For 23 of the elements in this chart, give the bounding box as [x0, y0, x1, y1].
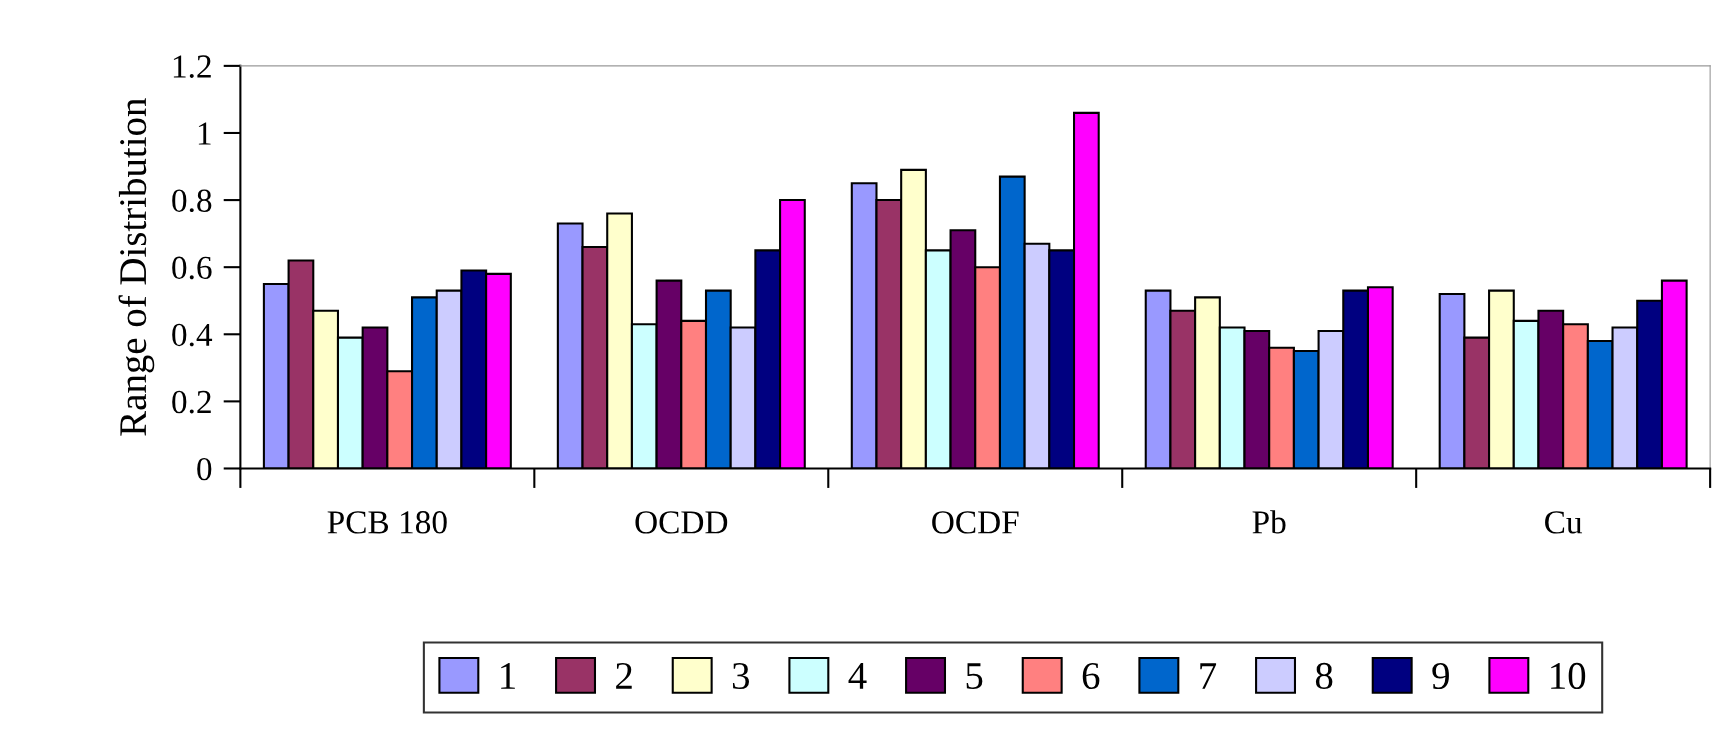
y-tick-label: 0.2: [172, 390, 211, 414]
legend-label: 10: [1551, 662, 1586, 690]
y-tick-label: 0: [197, 457, 212, 481]
legend-label: 4: [848, 663, 867, 689]
legend-label: 5: [966, 663, 983, 690]
y-tick-label: 1: [198, 122, 211, 145]
y-axis-title: Range of Distribution: [118, 98, 155, 436]
x-tick-label: PCB 180: [327, 511, 447, 534]
legend-label: 3: [732, 662, 750, 690]
x-tick-label: Cu: [1545, 511, 1583, 534]
legend-label: 6: [1082, 662, 1100, 690]
x-tick-label: OCDD: [635, 511, 728, 534]
x-tick-label: Pb: [1252, 510, 1286, 534]
legend-label: 1: [501, 663, 515, 689]
x-tick-label: OCDF: [932, 511, 1019, 534]
y-tick-label: 0.6: [172, 256, 212, 280]
y-tick-label: 0.4: [172, 323, 213, 347]
y-tick-label: 1.2: [173, 55, 211, 78]
legend-label: 2: [616, 662, 632, 689]
legend-label: 8: [1315, 662, 1333, 690]
y-tick-label: 0.8: [172, 189, 212, 213]
legend-label: 7: [1200, 663, 1217, 689]
legend-label: 9: [1432, 662, 1449, 690]
